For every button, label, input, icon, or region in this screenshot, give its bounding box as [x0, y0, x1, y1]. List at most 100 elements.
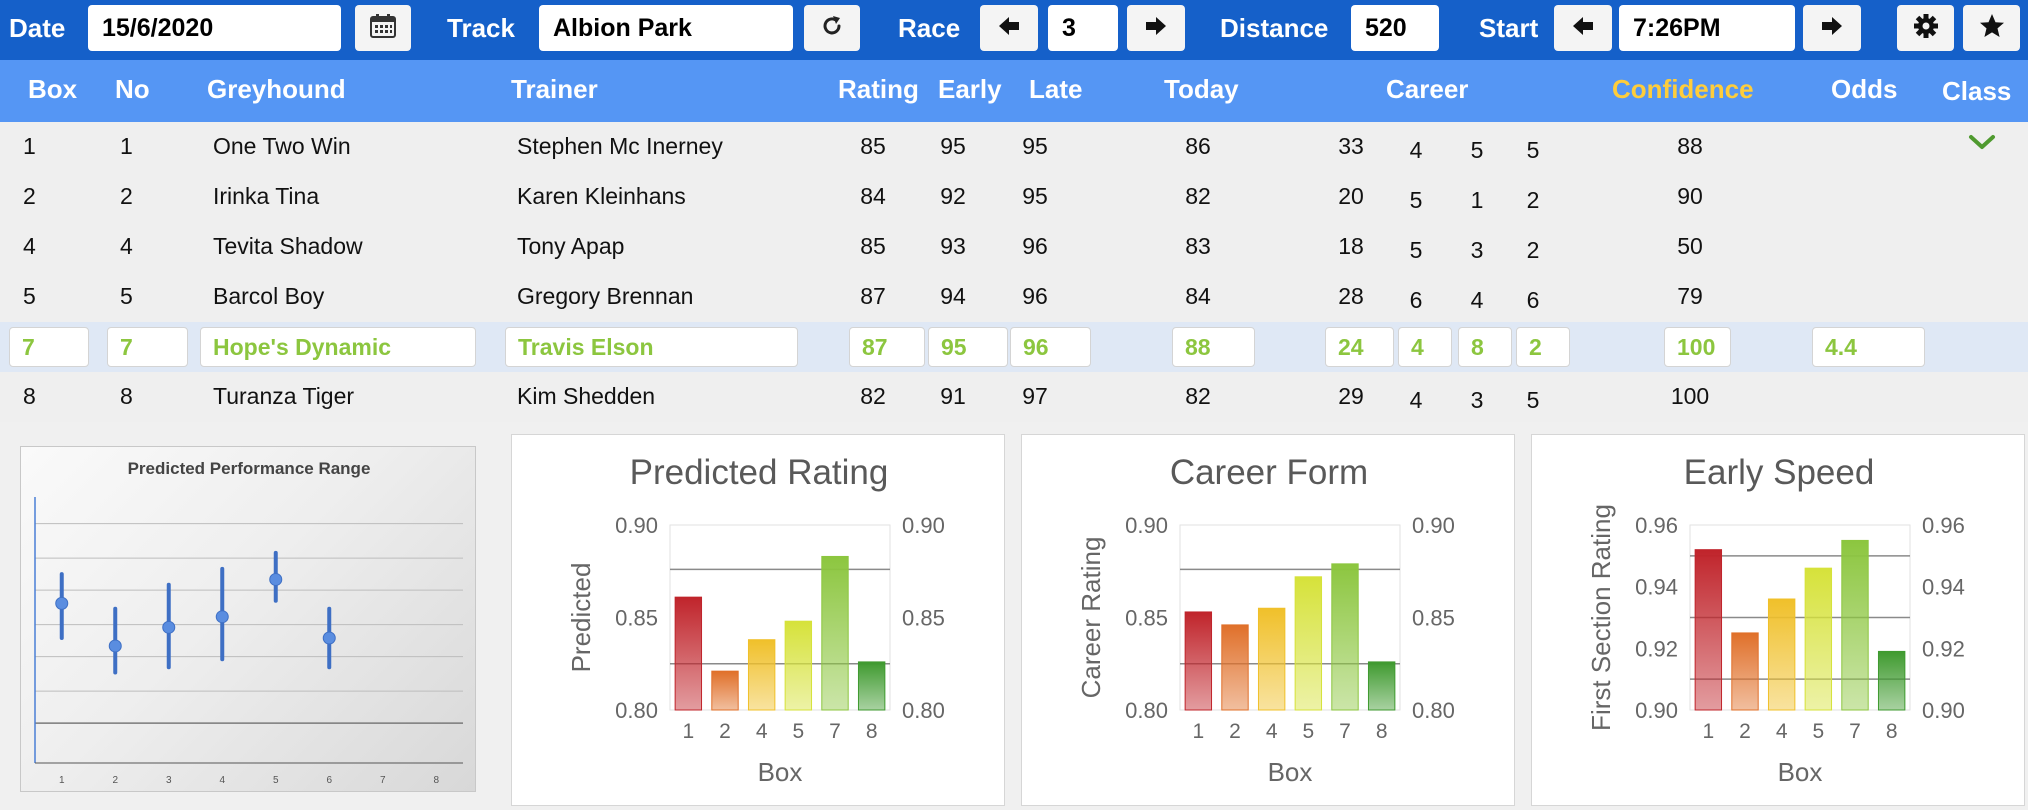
cell-trainer[interactable]: Travis Elson — [505, 327, 798, 367]
calendar-button[interactable] — [355, 5, 411, 51]
cell-no[interactable]: 7 — [107, 327, 188, 367]
y2-tick-label: 0.85 — [902, 606, 945, 631]
y2-tick-label: 0.92 — [1922, 636, 1965, 661]
cell-career-starts[interactable]: 24 — [1325, 327, 1394, 367]
header-greyhound[interactable]: Greyhound — [207, 74, 346, 104]
settings-button[interactable] — [1897, 5, 1954, 51]
cell-career-seconds: 1 — [1470, 187, 1484, 213]
distance-input[interactable]: 520 — [1351, 5, 1439, 51]
x-tick-label: 2 — [1229, 720, 1241, 743]
cell-career-wins[interactable]: 4 — [1398, 327, 1452, 367]
arrow-left-icon — [997, 15, 1021, 42]
cell-late: 95 — [1022, 133, 1048, 159]
star-icon — [1979, 13, 2005, 44]
favourite-button[interactable] — [1963, 5, 2020, 51]
x-tick-label: 1 — [59, 775, 65, 786]
header-odds[interactable]: Odds — [1831, 74, 1898, 104]
bar — [821, 555, 849, 711]
header-career[interactable]: Career — [1386, 74, 1469, 104]
header-confidence[interactable]: Confidence — [1612, 74, 1754, 104]
chevron-down-icon[interactable] — [1968, 131, 1996, 158]
cell-no: 8 — [120, 383, 133, 409]
cell-late: 96 — [1022, 233, 1048, 259]
refresh-button[interactable] — [804, 5, 860, 51]
start-next-button[interactable] — [1803, 5, 1861, 51]
x-tick-label: 5 — [792, 720, 804, 743]
range-point — [215, 610, 229, 624]
start-time-input[interactable]: 7:26PM — [1619, 5, 1795, 51]
bar — [1877, 650, 1906, 711]
cell-early: 95 — [940, 133, 966, 159]
table-row[interactable]: 4 4 Tevita Shadow Tony Apap 85 93 96 83 … — [0, 222, 2028, 272]
table-row[interactable]: 1 1 One Two Win Stephen Mc Inerney 85 95… — [0, 122, 2028, 172]
x-tick-label: 7 — [829, 720, 841, 743]
x-axis-label: Box — [758, 757, 803, 787]
header-rating[interactable]: Rating — [838, 74, 919, 104]
table-row-selected[interactable]: 7 7 Hope's Dynamic Travis Elson 87 95 96… — [0, 322, 2028, 372]
y2-tick-label: 0.90 — [1922, 698, 1965, 723]
header-box[interactable]: Box — [28, 74, 78, 104]
table-row[interactable]: 5 5 Barcol Boy Gregory Brennan 87 94 96 … — [0, 272, 2028, 322]
x-tick-label: 6 — [326, 775, 332, 786]
y-tick-label: 0.85 — [615, 606, 658, 631]
cell-career-thirds: 2 — [1526, 237, 1540, 263]
y-tick-label: 0.94 — [1635, 575, 1678, 600]
cell-today: 82 — [1185, 183, 1211, 209]
cell-career-wins: 4 — [1409, 137, 1423, 163]
predicted-rating-chart: Predicted Rating 1 2 4 5 7 8 0.80 0.80 0.85 0.85 0.… — [511, 434, 1005, 806]
cell-career-starts: 18 — [1338, 233, 1364, 259]
start-prev-button[interactable] — [1554, 5, 1612, 51]
bar — [1767, 598, 1796, 711]
cell-odds[interactable]: 4.4 — [1812, 327, 1925, 367]
header-trainer[interactable]: Trainer — [511, 74, 598, 104]
range-point — [162, 620, 176, 634]
header-class[interactable]: Class — [1942, 76, 2012, 106]
cell-rating: 84 — [860, 183, 886, 209]
cell-early[interactable]: 95 — [928, 327, 1008, 367]
y-tick-label: 0.92 — [1635, 636, 1678, 661]
race-next-button[interactable] — [1127, 5, 1185, 51]
track-input[interactable]: Albion Park — [539, 5, 793, 51]
bar — [1331, 563, 1359, 711]
cell-box: 2 — [23, 183, 36, 209]
cell-career-seconds: 3 — [1470, 237, 1484, 263]
header-no[interactable]: No — [115, 74, 150, 104]
cell-trainer: Karen Kleinhans — [517, 183, 686, 209]
career-form-chart: Career Form 1 2 4 5 7 8 0.80 0.80 0.85 0.85 0.90 0.9… — [1021, 434, 1515, 806]
cell-confidence: 100 — [1670, 383, 1710, 409]
date-input[interactable]: 15/6/2020 — [88, 5, 341, 51]
cell-rating: 87 — [860, 283, 886, 309]
y-tick-label: 0.80 — [1125, 698, 1168, 723]
cell-greyhound[interactable]: Hope's Dynamic — [200, 327, 476, 367]
x-tick-label: 1 — [1702, 720, 1714, 743]
bar — [1731, 632, 1759, 711]
cell-no: 4 — [120, 233, 133, 259]
race-input[interactable]: 3 — [1048, 5, 1118, 51]
race-prev-button[interactable] — [980, 5, 1038, 51]
range-point — [269, 572, 283, 586]
y-tick-label: 0.96 — [1635, 513, 1678, 538]
header-early[interactable]: Early — [938, 74, 1002, 104]
cell-confidence: 50 — [1677, 233, 1703, 259]
cell-confidence[interactable]: 100 — [1664, 327, 1731, 367]
header-today[interactable]: Today — [1164, 74, 1239, 104]
x-tick-label: 7 — [380, 775, 386, 786]
table-row[interactable]: 8 8 Turanza Tiger Kim Shedden 82 91 97 8… — [0, 372, 2028, 422]
header-late[interactable]: Late — [1029, 74, 1083, 104]
cell-rating: 82 — [860, 383, 886, 409]
cell-today: 82 — [1185, 383, 1211, 409]
table-row[interactable]: 2 2 Irinka Tina Karen Kleinhans 84 92 95… — [0, 172, 2028, 222]
cell-career-thirds[interactable]: 2 — [1516, 327, 1570, 367]
y2-tick-label: 0.80 — [1412, 698, 1455, 723]
x-tick-label: 8 — [866, 720, 878, 743]
range-point — [108, 639, 122, 653]
cell-today[interactable]: 88 — [1172, 327, 1255, 367]
cell-career-wins: 5 — [1409, 237, 1423, 263]
cell-career-seconds[interactable]: 8 — [1458, 327, 1512, 367]
cell-no: 2 — [120, 183, 133, 209]
cell-late[interactable]: 96 — [1010, 327, 1091, 367]
cell-rating[interactable]: 87 — [849, 327, 925, 367]
cell-box[interactable]: 7 — [9, 327, 89, 367]
cell-confidence: 90 — [1677, 183, 1703, 209]
cell-career-seconds: 3 — [1470, 387, 1484, 413]
